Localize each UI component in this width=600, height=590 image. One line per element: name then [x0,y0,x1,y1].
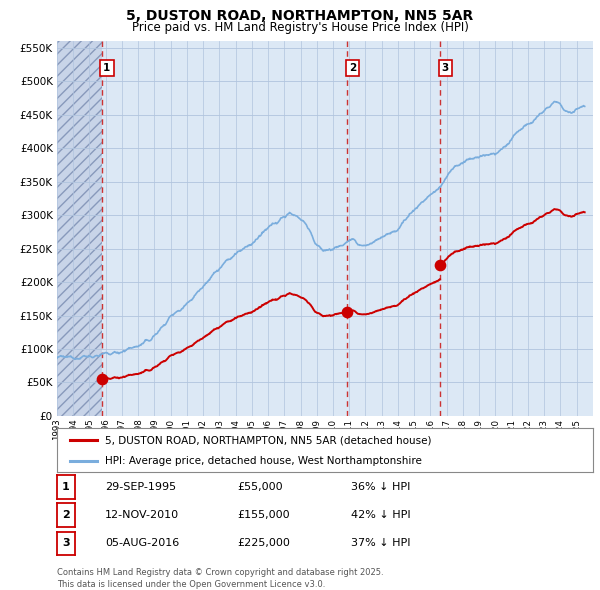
Text: 36% ↓ HPI: 36% ↓ HPI [351,482,410,491]
Text: 37% ↓ HPI: 37% ↓ HPI [351,539,410,548]
Text: 5, DUSTON ROAD, NORTHAMPTON, NN5 5AR (detached house): 5, DUSTON ROAD, NORTHAMPTON, NN5 5AR (de… [105,435,432,445]
Text: 1: 1 [103,63,110,73]
Text: £225,000: £225,000 [237,539,290,548]
Text: Contains HM Land Registry data © Crown copyright and database right 2025.
This d: Contains HM Land Registry data © Crown c… [57,568,383,589]
Text: 3: 3 [62,539,70,548]
Text: HPI: Average price, detached house, West Northamptonshire: HPI: Average price, detached house, West… [105,456,422,466]
Text: 3: 3 [442,63,449,73]
Text: 05-AUG-2016: 05-AUG-2016 [105,539,179,548]
Point [436,261,445,270]
Text: £55,000: £55,000 [237,482,283,491]
Text: 5, DUSTON ROAD, NORTHAMPTON, NN5 5AR: 5, DUSTON ROAD, NORTHAMPTON, NN5 5AR [127,9,473,23]
Text: 29-SEP-1995: 29-SEP-1995 [105,482,176,491]
Text: 42% ↓ HPI: 42% ↓ HPI [351,510,410,520]
Point [97,375,106,384]
Text: 1: 1 [62,482,70,491]
Text: 2: 2 [349,63,356,73]
Point [343,307,352,317]
Text: 2: 2 [62,510,70,520]
Text: £155,000: £155,000 [237,510,290,520]
Text: Price paid vs. HM Land Registry's House Price Index (HPI): Price paid vs. HM Land Registry's House … [131,21,469,34]
Text: 12-NOV-2010: 12-NOV-2010 [105,510,179,520]
Bar [57,41,101,416]
